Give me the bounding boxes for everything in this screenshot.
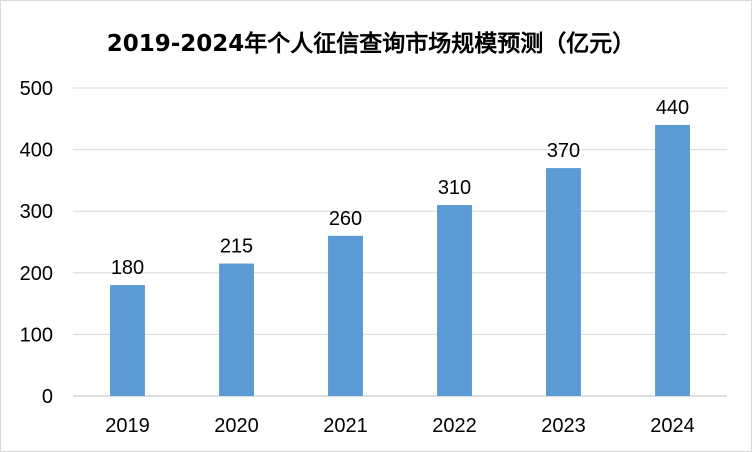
gridlines [73,87,727,397]
x-tick-label: 2024 [650,415,695,437]
y-tick-label: 200 [20,263,53,285]
x-tick-label: 2022 [432,415,477,437]
y-tick-label: 400 [20,140,53,162]
bar [655,124,690,397]
x-axis-ticks: 2019 2020 2021 2022 2023 2024 [105,415,695,437]
x-tick-label: 2019 [105,415,150,437]
y-axis-ticks: 0 100 200 300 400 500 [20,78,53,408]
data-labels: 180 215 260 310 370 440 [111,97,689,279]
x-tick-label: 2020 [214,415,259,437]
y-tick-label: 100 [20,324,53,346]
bar [219,263,254,396]
data-label: 215 [220,236,253,258]
bar [328,235,363,396]
data-label: 440 [656,97,689,119]
y-tick-label: 0 [42,386,53,408]
x-tick-label: 2021 [323,415,368,437]
bar [437,205,472,396]
data-label: 180 [111,257,144,279]
y-tick-label: 300 [20,201,53,223]
y-tick-label: 500 [20,78,53,100]
bar [110,285,145,396]
data-label: 310 [438,177,471,199]
data-label: 260 [329,208,362,230]
bars [110,124,690,397]
chart-title: 2019-2024年个人征信查询市场规模预测（亿元） [107,30,636,57]
data-label: 370 [547,140,580,162]
x-tick-label: 2023 [541,415,586,437]
bar [546,168,581,396]
